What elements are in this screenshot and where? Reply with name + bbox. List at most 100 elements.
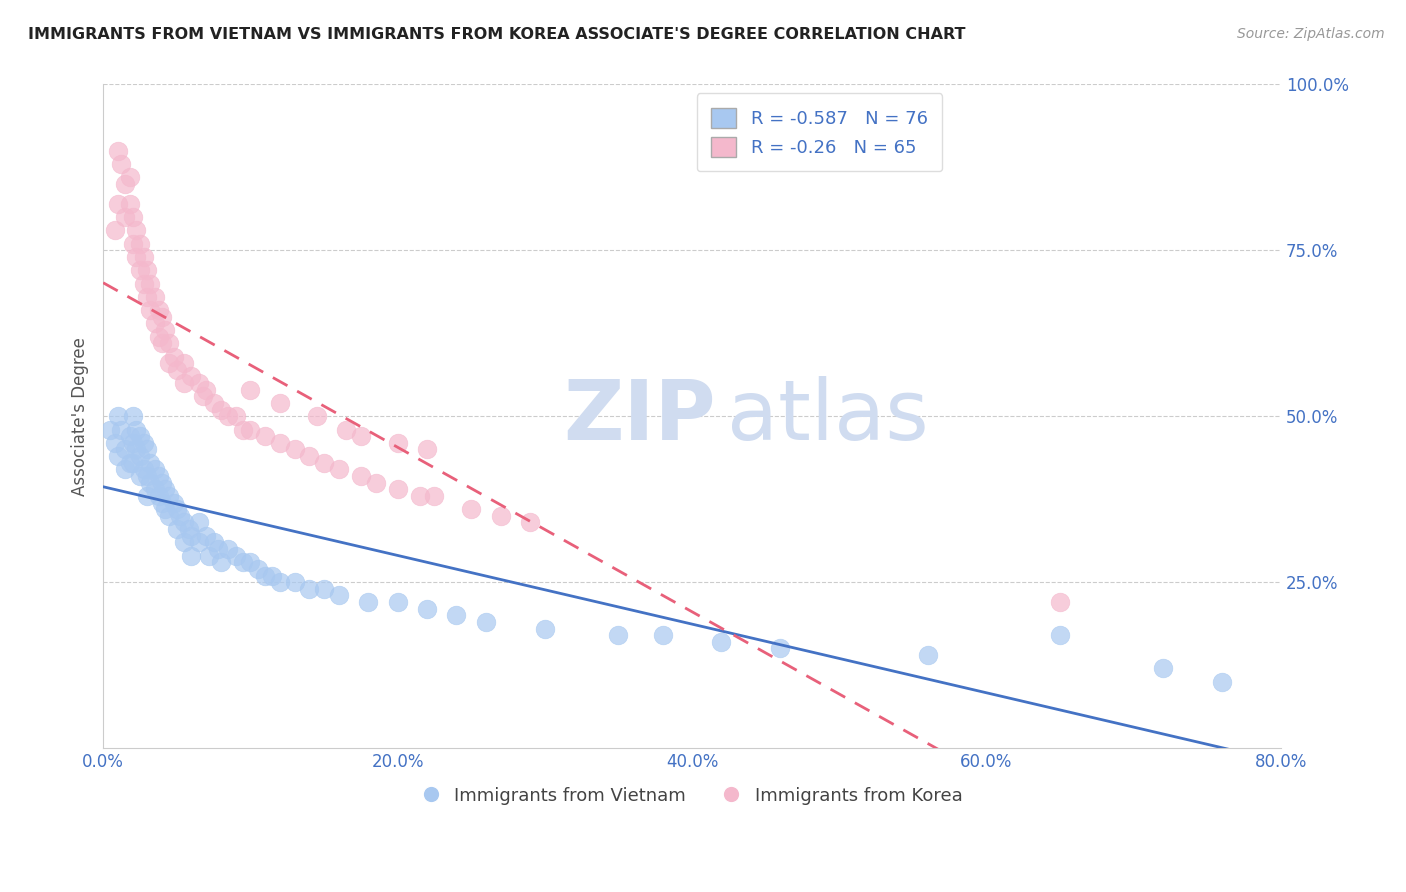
Point bbox=[124, 423, 146, 437]
Point bbox=[187, 376, 209, 390]
Point bbox=[239, 383, 262, 397]
Point bbox=[239, 555, 262, 569]
Point bbox=[202, 396, 225, 410]
Point bbox=[124, 442, 146, 457]
Text: Source: ZipAtlas.com: Source: ZipAtlas.com bbox=[1237, 27, 1385, 41]
Point bbox=[232, 555, 254, 569]
Point bbox=[262, 568, 284, 582]
Point bbox=[150, 495, 173, 509]
Point bbox=[148, 489, 170, 503]
Point bbox=[166, 363, 188, 377]
Point bbox=[163, 350, 186, 364]
Point bbox=[173, 356, 195, 370]
Point bbox=[460, 502, 482, 516]
Point bbox=[150, 310, 173, 324]
Text: IMMIGRANTS FROM VIETNAM VS IMMIGRANTS FROM KOREA ASSOCIATE'S DEGREE CORRELATION : IMMIGRANTS FROM VIETNAM VS IMMIGRANTS FR… bbox=[28, 27, 966, 42]
Point bbox=[180, 369, 202, 384]
Point bbox=[110, 157, 132, 171]
Point bbox=[195, 383, 218, 397]
Point bbox=[148, 303, 170, 318]
Point bbox=[350, 469, 373, 483]
Point bbox=[129, 469, 152, 483]
Point bbox=[153, 323, 176, 337]
Point bbox=[139, 456, 162, 470]
Point bbox=[232, 423, 254, 437]
Point bbox=[387, 595, 409, 609]
Point bbox=[651, 628, 673, 642]
Point bbox=[143, 316, 166, 330]
Point bbox=[129, 429, 152, 443]
Point bbox=[107, 197, 129, 211]
Point bbox=[283, 442, 305, 457]
Point bbox=[254, 568, 277, 582]
Point bbox=[350, 429, 373, 443]
Point bbox=[134, 435, 156, 450]
Point bbox=[121, 435, 143, 450]
Point bbox=[157, 489, 180, 503]
Point bbox=[335, 423, 357, 437]
Point bbox=[124, 223, 146, 237]
Point bbox=[134, 277, 156, 291]
Point bbox=[246, 562, 269, 576]
Point bbox=[917, 648, 939, 662]
Point bbox=[207, 541, 229, 556]
Point bbox=[198, 549, 221, 563]
Point bbox=[269, 435, 291, 450]
Point bbox=[107, 409, 129, 424]
Point bbox=[100, 423, 122, 437]
Text: atlas: atlas bbox=[727, 376, 929, 457]
Point bbox=[114, 462, 136, 476]
Point bbox=[533, 622, 555, 636]
Point bbox=[519, 516, 541, 530]
Point bbox=[134, 462, 156, 476]
Point bbox=[387, 435, 409, 450]
Point bbox=[129, 449, 152, 463]
Legend: Immigrants from Vietnam, Immigrants from Korea: Immigrants from Vietnam, Immigrants from… bbox=[415, 780, 970, 812]
Point bbox=[114, 210, 136, 224]
Point bbox=[710, 635, 733, 649]
Point bbox=[209, 555, 232, 569]
Point bbox=[193, 389, 215, 403]
Point bbox=[446, 608, 468, 623]
Point bbox=[217, 409, 239, 424]
Point bbox=[489, 508, 512, 523]
Point bbox=[136, 263, 159, 277]
Point bbox=[283, 575, 305, 590]
Point bbox=[157, 508, 180, 523]
Point bbox=[305, 409, 328, 424]
Point bbox=[239, 423, 262, 437]
Point bbox=[163, 495, 186, 509]
Point bbox=[364, 475, 387, 490]
Point bbox=[357, 595, 380, 609]
Point bbox=[121, 456, 143, 470]
Point bbox=[416, 442, 439, 457]
Point bbox=[254, 429, 277, 443]
Point bbox=[136, 489, 159, 503]
Point bbox=[312, 456, 335, 470]
Point bbox=[607, 628, 630, 642]
Point bbox=[1049, 628, 1071, 642]
Point bbox=[177, 522, 200, 536]
Point bbox=[209, 402, 232, 417]
Point bbox=[118, 197, 141, 211]
Point bbox=[187, 516, 209, 530]
Point bbox=[769, 641, 792, 656]
Point bbox=[269, 575, 291, 590]
Text: ZIP: ZIP bbox=[562, 376, 716, 457]
Point bbox=[148, 469, 170, 483]
Point bbox=[129, 236, 152, 251]
Point bbox=[328, 588, 350, 602]
Point bbox=[107, 144, 129, 158]
Point bbox=[225, 409, 247, 424]
Point bbox=[114, 177, 136, 191]
Point bbox=[187, 535, 209, 549]
Point bbox=[180, 529, 202, 543]
Point bbox=[136, 469, 159, 483]
Point bbox=[150, 336, 173, 351]
Point bbox=[153, 482, 176, 496]
Point bbox=[328, 462, 350, 476]
Point bbox=[408, 489, 430, 503]
Point bbox=[173, 376, 195, 390]
Point bbox=[129, 263, 152, 277]
Point bbox=[114, 442, 136, 457]
